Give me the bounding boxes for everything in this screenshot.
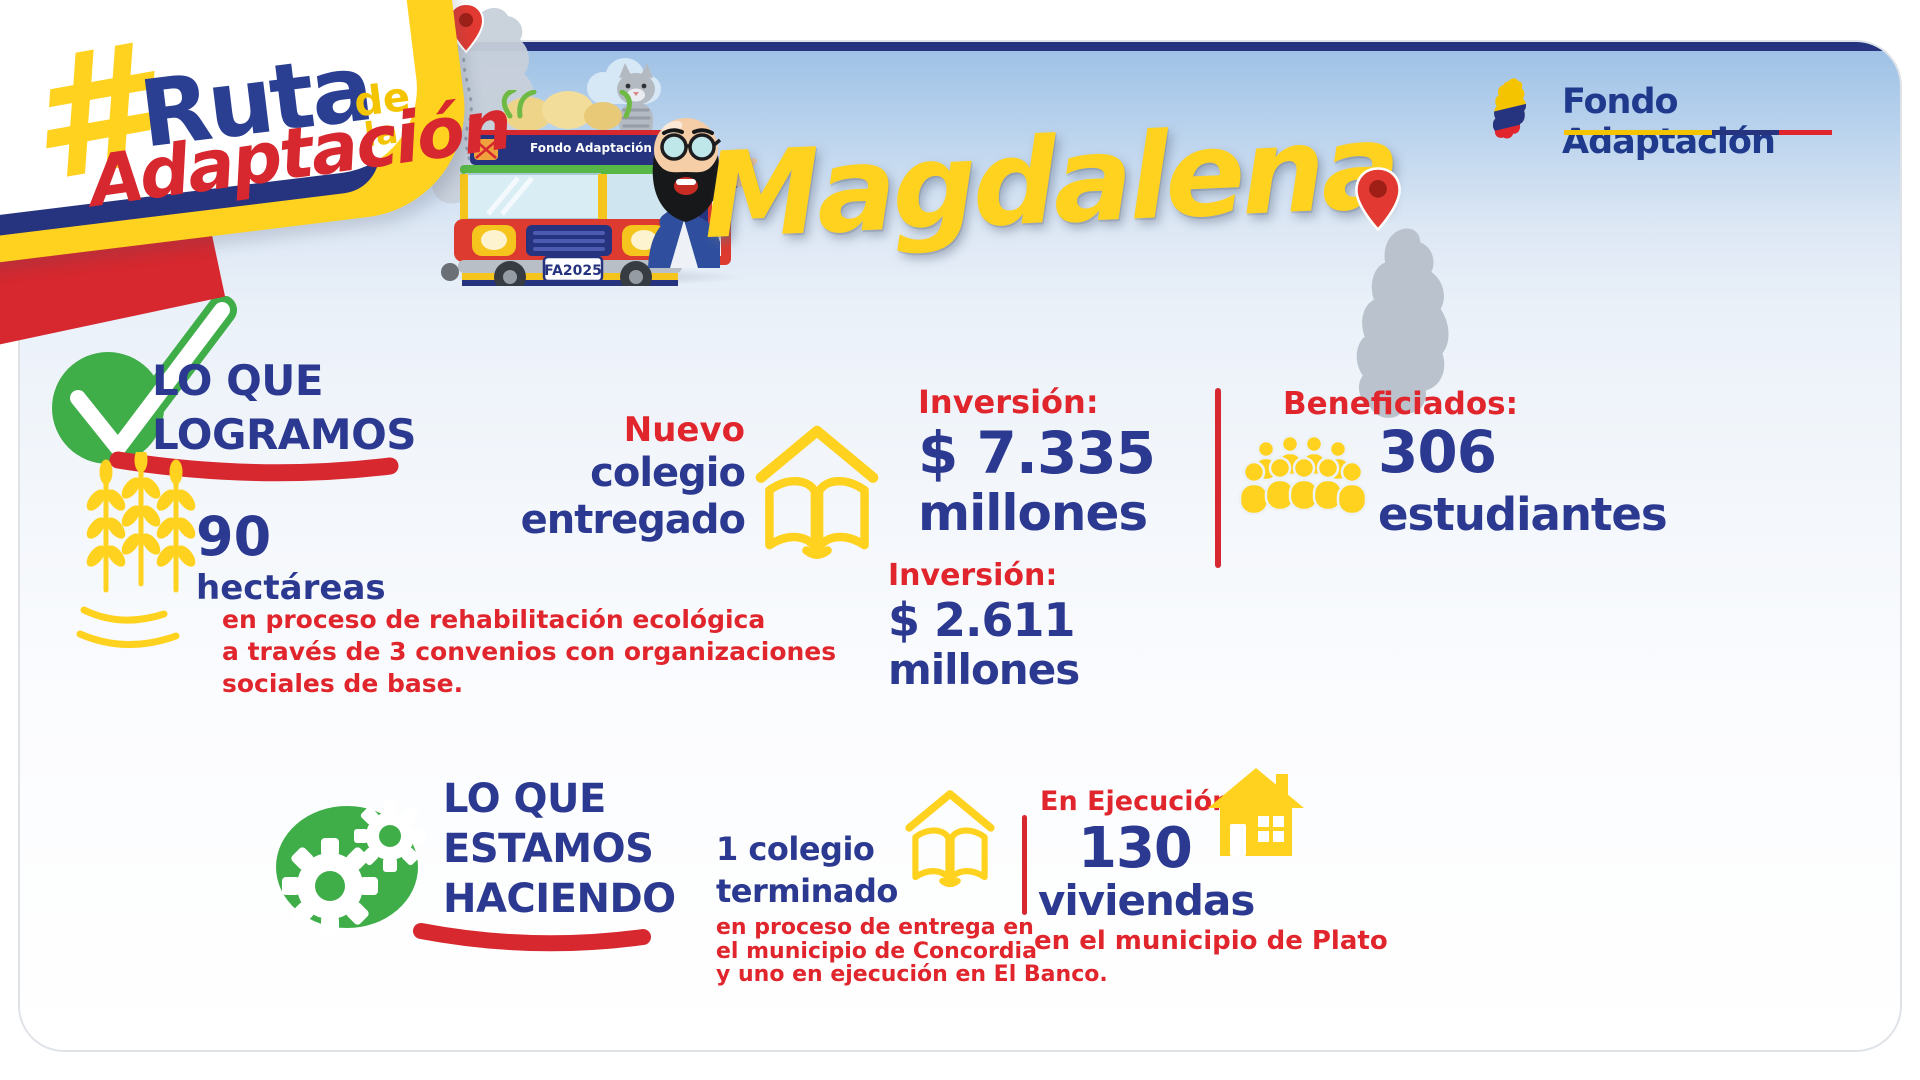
new-school-line2: entregado — [520, 497, 746, 543]
fondo-adaptacion-logo: Fondo Adaptación — [1478, 76, 1878, 162]
red-underline-swoosh — [413, 923, 651, 952]
school2-desc-line1: en proceso de entrega en — [716, 915, 1034, 940]
school-in-progress-block: 1 colegio terminado en proceso de entreg… — [716, 828, 1108, 987]
in-progress-title-line1: LO QUE — [443, 776, 606, 822]
hectares-description: en proceso de rehabilitación ecológica a… — [222, 604, 836, 700]
school-book-icon — [905, 790, 995, 888]
section1-divider — [1215, 388, 1221, 568]
hectares-unit: hectáreas — [196, 568, 386, 608]
card-top-border — [20, 42, 1900, 51]
fondo-underline — [1564, 130, 1832, 135]
investment-amount: $ 2.611 — [888, 593, 1076, 647]
investment-amount: $ 7.335 — [918, 419, 1156, 487]
red-underline-swoosh — [109, 451, 399, 482]
location-pin-icon — [1355, 167, 1401, 232]
investment-unit: millones — [918, 484, 1148, 542]
wheat-icon — [76, 452, 196, 649]
new-school-block: Nuevo colegio entregado — [435, 410, 746, 544]
housing-value: 130 — [1078, 816, 1193, 881]
driver-character — [648, 118, 757, 268]
colombia-map-icon — [1492, 78, 1527, 139]
investment-label: Inversión: — [918, 383, 1099, 421]
school-investment-block: Inversión: $ 7.335 millones — [918, 383, 1156, 542]
hectares-value: 90 — [196, 505, 272, 568]
hectares-desc-line2: a través de 3 convenios con organizacion… — [222, 637, 837, 666]
school2-line2: terminado — [716, 872, 898, 910]
beneficiaries-label: Beneficiados: — [1283, 386, 1518, 422]
achievements-title-line2: LOGRAMOS — [152, 410, 417, 459]
in-progress-title: LO QUE ESTAMOS HACIENDO — [443, 774, 676, 924]
region-title: Magdalena — [700, 96, 1400, 266]
check-icon — [63, 296, 237, 463]
in-progress-title-line3: HACIENDO — [443, 876, 676, 922]
hectares-investment-block: Inversión: $ 2.611 millones — [888, 558, 1080, 694]
school2-description: en proceso de entrega en el municipio de… — [716, 916, 1108, 987]
new-school-lead: Nuevo — [623, 410, 745, 450]
students-group-icon — [1238, 434, 1368, 516]
bus-license-plate: FA2025 — [544, 263, 602, 279]
fondo-name: Fondo Adaptación — [1562, 82, 1776, 162]
bus-sign-text: Fondo Adaptación — [530, 141, 652, 155]
school2-line1: 1 colegio — [716, 830, 875, 868]
housing-label: En Ejecución — [1040, 786, 1232, 817]
in-progress-title-line2: ESTAMOS — [443, 826, 654, 872]
magdalena-department-map — [1356, 228, 1449, 418]
housing-description: en el municipio de Plato — [1034, 926, 1388, 956]
investment-unit: millones — [888, 645, 1080, 694]
section2-divider — [1022, 815, 1027, 915]
hectares-desc-line1: en proceso de rehabilitación ecológica — [222, 605, 766, 634]
school-book-icon — [755, 425, 879, 559]
house-icon — [1208, 768, 1304, 856]
achievements-title-line1: LO QUE — [152, 356, 324, 405]
new-school-line1: colegio — [590, 450, 746, 496]
beneficiaries-unit: estudiantes — [1378, 488, 1668, 541]
investment-label: Inversión: — [888, 558, 1058, 593]
school2-desc-line2: el municipio de Concordia — [716, 938, 1037, 964]
housing-unit: viviendas — [1038, 876, 1255, 925]
school2-desc-line3: y uno en ejecución en El Banco. — [716, 962, 1108, 987]
hectares-desc-line3: sociales de base. — [222, 669, 464, 698]
beneficiaries-value: 306 — [1378, 418, 1497, 486]
gears-icon — [282, 800, 426, 934]
